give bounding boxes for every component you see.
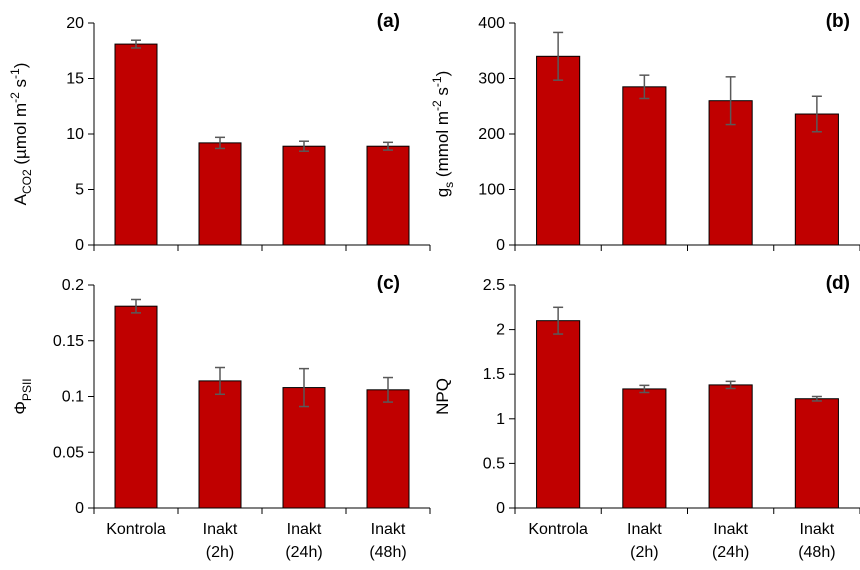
chart-panel-d: 0 0.5 1 1.5 2 2.5 Kontrola Inakt (2h) Inakt (24h) I… [433, 273, 860, 561]
y-label-unit: (mmol m [433, 111, 452, 182]
y-tick-label: 0 [75, 237, 84, 254]
x-tick-label: Inakt [287, 521, 322, 538]
y-tick-label: 0.2 [62, 277, 84, 294]
y-tick-label: 200 [478, 126, 505, 143]
x-tick-label: Inakt [371, 521, 406, 538]
y-label-main: Φ [11, 401, 30, 415]
y-label-sub: s [442, 182, 456, 188]
bar [708, 384, 753, 509]
y-tick-label: 0 [496, 237, 505, 254]
chart-panel-a: 0 5 10 15 20 (a) ACO2 (µmol m-2 s-1) [8, 11, 431, 254]
y-tick-label: 400 [478, 15, 505, 32]
y-tick-label: 300 [478, 71, 505, 88]
y-label-unit: (µmol m [11, 103, 30, 169]
bar [114, 305, 158, 509]
y-axis-label: ΦPSII [11, 378, 34, 414]
y-tick-label: 10 [66, 126, 84, 143]
bar [282, 145, 326, 246]
x-tick-label: (48h) [369, 544, 406, 561]
x-tick-label: (2h) [630, 544, 658, 561]
x-tick-label: Inakt [627, 521, 662, 538]
y-tick-label: 0.15 [53, 333, 84, 350]
y-tick-label: 0.5 [483, 455, 505, 472]
bar [536, 55, 581, 246]
y-tick-label: 5 [75, 182, 84, 199]
x-tick-label: Kontrola [106, 521, 166, 538]
bar [622, 86, 667, 246]
bar [536, 320, 581, 509]
bar [198, 142, 242, 246]
y-label-mid: s [11, 79, 30, 92]
bar [366, 389, 410, 509]
x-tick-label: Inakt [800, 521, 835, 538]
x-tick-label: (2h) [206, 544, 234, 561]
y-tick-label: 20 [66, 15, 84, 32]
bar [198, 380, 242, 509]
y-tick-label: 2.5 [483, 277, 505, 294]
y-label-sup: -2 [8, 92, 22, 103]
bar [366, 145, 410, 246]
y-label-sup: -1 [430, 76, 444, 87]
y-tick-label: 2 [496, 322, 505, 339]
x-tick-label: (48h) [798, 544, 835, 561]
chart-panel-c: 0 0.05 0.1 0.15 0.2 Kontrola Inakt (2h) Inakt (24… [11, 273, 431, 561]
y-tick-label: 1.5 [483, 366, 505, 383]
y-label-mid: s [433, 87, 452, 100]
bar [794, 398, 839, 509]
y-tick-label: 0.1 [62, 389, 84, 406]
y-tick-label: 1 [496, 411, 505, 428]
x-tick-label: Inakt [713, 521, 748, 538]
y-axis-label: ACO2 (µmol m-2 s-1) [8, 63, 34, 206]
y-label-close: ) [433, 71, 452, 77]
y-tick-label: 0 [75, 500, 84, 517]
y-tick-label: 15 [66, 71, 84, 88]
y-label-main: NPQ [433, 378, 452, 415]
panel-label: (b) [826, 11, 850, 32]
y-label-close: ) [11, 63, 30, 69]
bar [282, 387, 326, 509]
panel-label: (a) [377, 11, 400, 32]
bar [794, 113, 839, 246]
panel-label: (d) [826, 273, 850, 294]
y-label-sup: -2 [430, 100, 444, 111]
y-label-sub: CO2 [20, 169, 34, 194]
x-tick-label: Inakt [203, 521, 238, 538]
bar [622, 388, 667, 509]
y-label-sub: PSII [20, 378, 34, 401]
y-axis-label: gs (mmol m-2 s-1) [430, 71, 456, 198]
x-tick-label: Kontrola [528, 521, 588, 538]
y-label-main: A [11, 193, 30, 205]
y-label-main: g [433, 188, 452, 197]
y-label-sup: -1 [8, 68, 22, 79]
x-tick-label: (24h) [712, 544, 749, 561]
x-tick-label: (24h) [285, 544, 322, 561]
y-tick-label: 0 [496, 500, 505, 517]
panel-label: (c) [377, 273, 400, 294]
y-tick-label: 0.05 [53, 444, 84, 461]
y-axis-label: NPQ [433, 378, 452, 415]
bar [114, 43, 158, 246]
y-tick-label: 100 [478, 182, 505, 199]
